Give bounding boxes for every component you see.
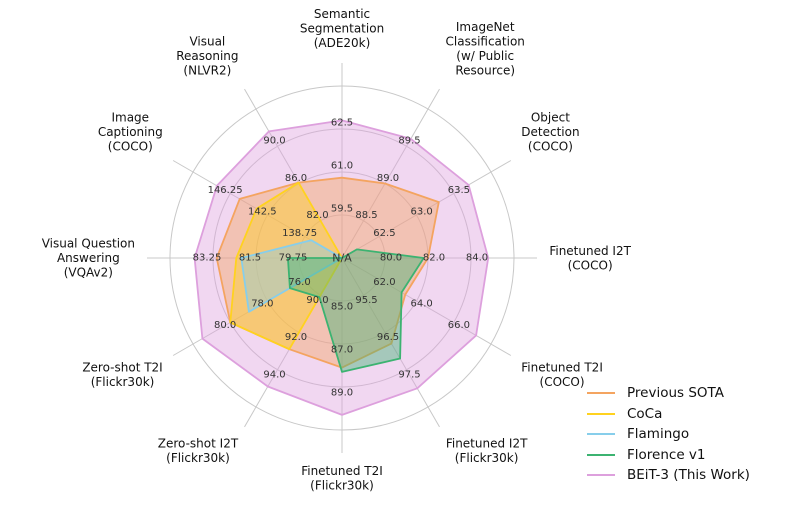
axis-label: ImageNet Classification (w/ Public Resource… xyxy=(446,20,525,78)
legend-item-florence-v1: Florence v1 xyxy=(587,445,750,466)
axis-label: Finetuned T2I (Flickr30k) xyxy=(301,464,383,493)
grid-spoke xyxy=(341,257,512,356)
tick-label: 92.0 xyxy=(285,332,307,343)
tick-label: 59.5 xyxy=(331,204,353,215)
tick-label: 82.0 xyxy=(423,253,445,264)
legend-item-previous-sota: Previous SOTA xyxy=(587,383,750,404)
tick-label: 146.25 xyxy=(208,185,243,196)
tick-label: 66.0 xyxy=(448,320,470,331)
legend-label: Florence v1 xyxy=(627,446,706,463)
tick-label: 84.0 xyxy=(466,253,488,264)
tick-label: 63.5 xyxy=(448,185,470,196)
legend-swatch xyxy=(587,412,615,415)
tick-label: 62.5 xyxy=(331,118,353,129)
axis-label: Finetuned T2I (COCO) xyxy=(521,361,603,390)
axis-label: Finetuned I2T (Flickr30k) xyxy=(446,436,528,465)
grid-spoke xyxy=(341,160,512,259)
axis-label: Object Detection (COCO) xyxy=(521,111,579,154)
tick-label: 138.75 xyxy=(282,228,317,239)
axis-label: Zero-shot T2I (Flickr30k) xyxy=(82,361,162,390)
axis-label: Zero-shot I2T (Flickr30k) xyxy=(158,436,239,465)
legend-label: Flamingo xyxy=(627,426,690,443)
series-coca xyxy=(229,181,343,351)
legend-label: CoCa xyxy=(627,405,663,422)
legend-item-flamingo: Flamingo xyxy=(587,424,750,445)
tick-label: 83.25 xyxy=(193,253,222,264)
grid-spoke xyxy=(341,88,440,259)
series-florence-v1 xyxy=(286,248,425,373)
tick-label: 86.0 xyxy=(285,173,307,184)
tick-label: 64.0 xyxy=(411,299,433,310)
tick-label: 87.0 xyxy=(331,345,353,356)
tick-label: 78.0 xyxy=(251,299,273,310)
tick-label: 89.0 xyxy=(377,173,399,184)
legend-swatch xyxy=(587,453,615,456)
legend-swatch xyxy=(587,474,615,477)
axis-label: Image Captioning (COCO) xyxy=(98,111,163,154)
legend: Previous SOTA CoCa Flamingo Florence v1 BEiT… xyxy=(587,383,750,486)
tick-label-center: N/A xyxy=(332,252,352,265)
tick-label: 142.5 xyxy=(248,207,277,218)
tick-label: 80.0 xyxy=(214,320,236,331)
tick-label: 79.75 xyxy=(279,253,308,264)
grid-spoke xyxy=(341,257,440,428)
tick-label: 97.5 xyxy=(398,369,420,380)
radar-series xyxy=(193,119,490,416)
tick-label: 94.0 xyxy=(263,369,285,380)
tick-label: 62.0 xyxy=(373,277,395,288)
axis-label: Semantic Segmentation (ADE20k) xyxy=(300,7,384,50)
tick-label: 63.0 xyxy=(411,207,433,218)
legend-swatch xyxy=(587,392,615,395)
tick-label: 80.0 xyxy=(380,253,402,264)
tick-label: 88.5 xyxy=(355,210,377,221)
tick-label: 76.0 xyxy=(288,277,310,288)
tick-label: 81.5 xyxy=(239,253,261,264)
tick-label: 85.0 xyxy=(331,302,353,313)
tick-label: 89.0 xyxy=(331,388,353,399)
axis-label: Visual Question Answering (VQAv2) xyxy=(42,237,135,280)
tick-label: 90.0 xyxy=(263,136,285,147)
legend-label: BEiT-3 (This Work) xyxy=(627,467,750,484)
tick-label: 61.0 xyxy=(331,161,353,172)
legend-swatch xyxy=(587,433,615,436)
tick-label: 89.5 xyxy=(398,136,420,147)
axis-label: Visual Reasoning (NLVR2) xyxy=(176,35,238,78)
tick-label: 90.0 xyxy=(306,295,328,306)
radar-tick-labels: N/A 59.5 61.0 62.5 88.5 89.0 89.5 62.5 63.0 63.5 8… xyxy=(193,118,488,399)
tick-label: 82.0 xyxy=(306,210,328,221)
tick-label: 96.5 xyxy=(377,332,399,343)
legend-item-beit-3-this-work: BEiT-3 (This Work) xyxy=(587,465,750,486)
tick-label: 95.5 xyxy=(355,295,377,306)
radar-axis-labels: Semantic Segmentation (ADE20k) ImageNet Clas… xyxy=(42,7,632,493)
legend-item-coca: CoCa xyxy=(587,404,750,425)
legend-label: Previous SOTA xyxy=(627,385,724,402)
axis-label: Finetuned I2T (COCO) xyxy=(549,244,631,273)
tick-label: 62.5 xyxy=(373,228,395,239)
series-previous-sota xyxy=(215,176,440,369)
